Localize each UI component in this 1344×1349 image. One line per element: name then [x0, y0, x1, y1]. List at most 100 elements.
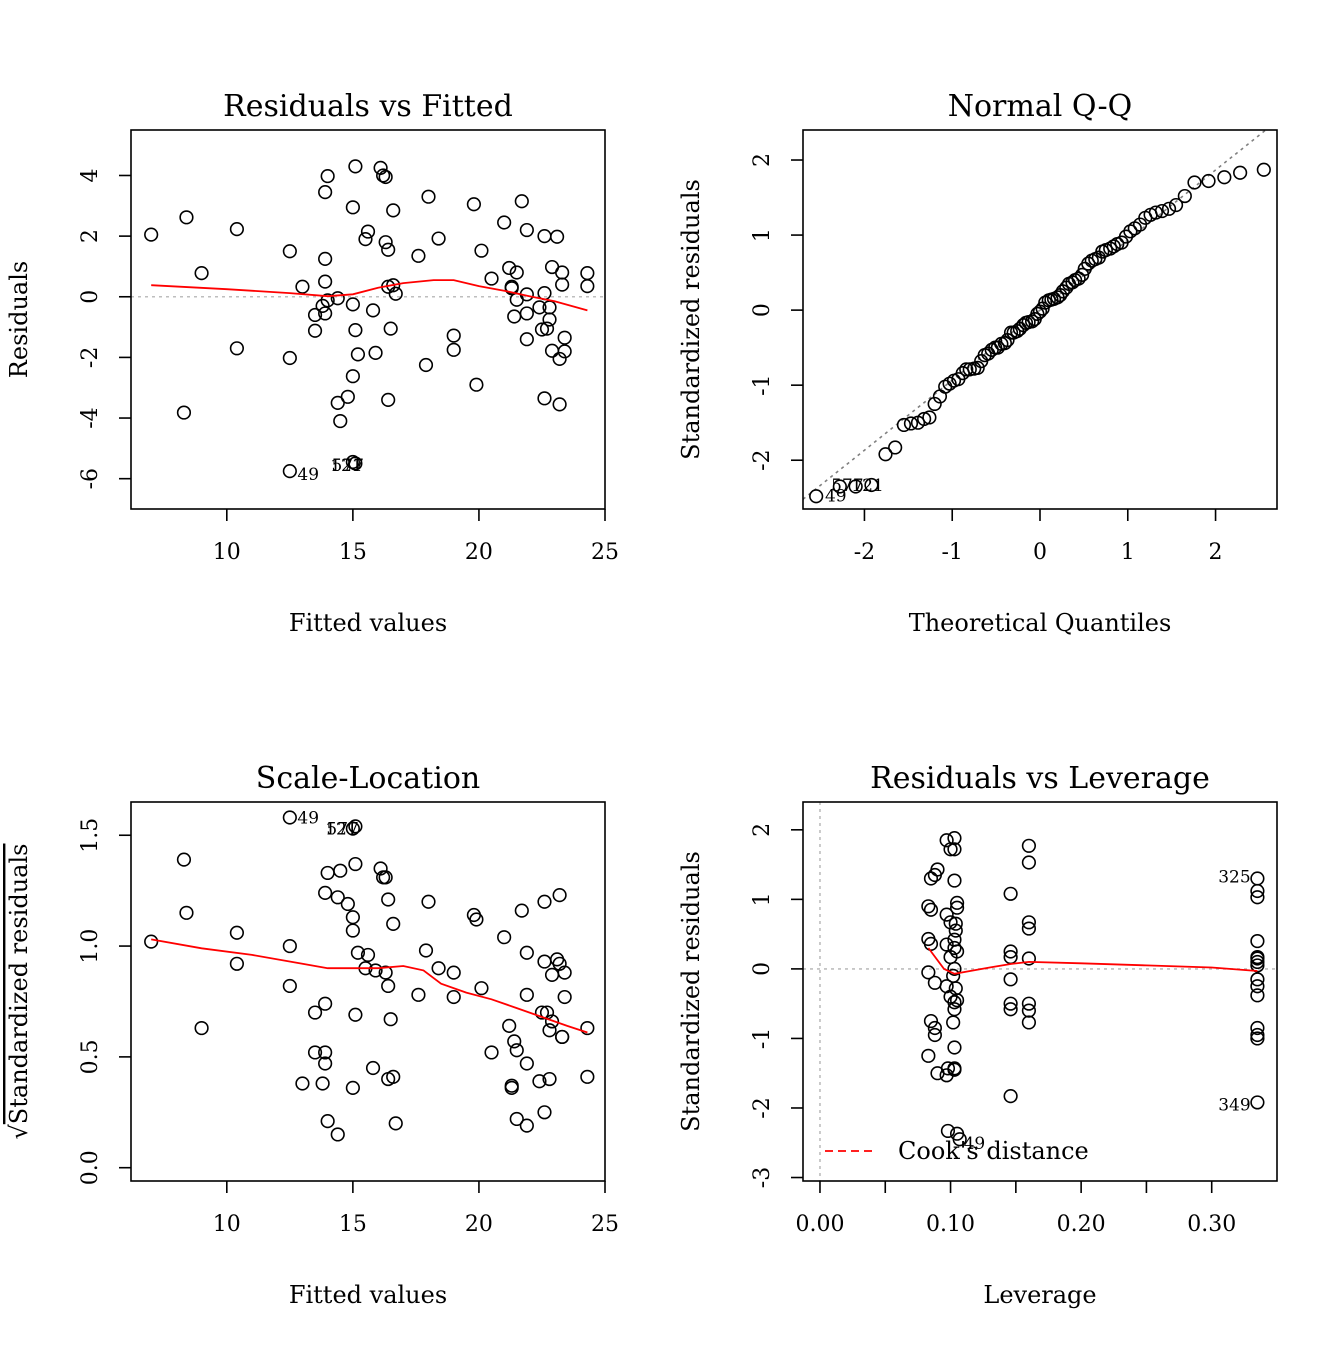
data-point	[946, 1015, 961, 1030]
data-point	[1003, 944, 1018, 959]
data-point	[484, 271, 499, 286]
data-point	[947, 995, 962, 1010]
data-point	[365, 303, 381, 318]
data-point	[504, 281, 519, 296]
y-tick-label: 1	[750, 228, 775, 242]
point-label: 49	[297, 809, 319, 829]
x-axis-label: Theoretical Quantiles	[909, 609, 1172, 637]
data-point	[378, 870, 393, 885]
data-point	[1250, 972, 1265, 987]
data-point	[939, 907, 954, 922]
data-point	[381, 892, 396, 907]
data-point	[896, 417, 912, 433]
data-point	[340, 896, 355, 912]
x-tick-label: 0.00	[795, 1212, 844, 1237]
point-label: 49	[297, 465, 319, 485]
plot-area	[803, 130, 1271, 504]
data-point	[542, 1071, 557, 1087]
data-point	[940, 1061, 956, 1076]
point-label: 577	[326, 820, 358, 840]
data-point	[330, 291, 345, 306]
data-point	[1021, 951, 1037, 966]
data-point	[921, 899, 936, 914]
x-axis-label: Leverage	[983, 1281, 1096, 1309]
data-point	[519, 222, 534, 238]
y-tick-label: 1	[750, 892, 775, 906]
data-point	[1081, 256, 1096, 271]
point-label: 349	[1218, 1096, 1250, 1116]
data-point	[947, 831, 962, 846]
data-point	[345, 1080, 360, 1096]
plot-title: Scale-Location	[256, 761, 480, 796]
data-point	[552, 351, 567, 367]
data-point	[1187, 175, 1202, 190]
data-point	[544, 1014, 560, 1029]
data-point	[519, 945, 534, 960]
data-point	[1177, 188, 1192, 204]
y-tick-label: 2	[78, 229, 103, 243]
data-point	[519, 332, 534, 347]
data-point	[1024, 314, 1040, 329]
data-point	[1250, 1095, 1265, 1110]
data-point	[921, 965, 936, 980]
y-tick-label: 2	[750, 823, 775, 837]
plot-panel-4: Residuals vs Leverage 325 349 49 0.00 0.10 0.2…	[677, 761, 1278, 1309]
data-point	[519, 1056, 534, 1071]
data-point	[282, 350, 297, 366]
data-point	[923, 1013, 939, 1029]
data-point	[497, 930, 512, 945]
data-point	[557, 989, 572, 1005]
plot-area	[144, 810, 595, 1142]
data-point	[1161, 201, 1177, 216]
data-point	[949, 895, 965, 910]
data-point	[1250, 979, 1265, 994]
data-point	[348, 456, 363, 471]
point-label: 121	[851, 476, 883, 496]
plot-frame	[130, 129, 606, 510]
data-point	[1103, 241, 1118, 256]
data-point	[949, 993, 965, 1008]
y-tick-label: 4	[78, 168, 103, 182]
data-point	[431, 231, 446, 246]
data-point	[1021, 838, 1037, 853]
data-point	[580, 266, 595, 281]
data-point	[388, 1116, 403, 1131]
data-point	[484, 1045, 499, 1060]
data-point	[509, 1111, 524, 1127]
data-point	[927, 1027, 942, 1043]
x-tick-label: 25	[591, 1212, 619, 1237]
data-point	[282, 464, 297, 479]
point-label: 121	[325, 820, 357, 840]
x-tick-label: -1	[942, 540, 963, 565]
legend-label: Cook's distance	[898, 1137, 1089, 1165]
data-point	[848, 479, 863, 494]
data-point	[537, 894, 552, 909]
data-point	[539, 321, 555, 336]
data-point	[947, 961, 962, 976]
x-tick-label: 20	[465, 1212, 493, 1237]
data-point	[580, 1020, 595, 1036]
sqrt-symbol: √	[5, 1123, 33, 1139]
data-point	[549, 229, 565, 244]
data-point	[381, 978, 396, 994]
plot-title: Residuals vs Fitted	[223, 89, 513, 124]
data-point	[557, 344, 572, 359]
data-point	[997, 336, 1012, 351]
data-point	[502, 1018, 517, 1033]
plot-frame	[802, 801, 1278, 1182]
data-point	[507, 309, 522, 324]
data-point	[1256, 162, 1271, 177]
data-point	[809, 489, 824, 504]
data-point	[519, 987, 534, 1002]
data-point	[1003, 972, 1018, 987]
data-point	[318, 185, 333, 200]
data-point	[368, 345, 383, 360]
data-point	[330, 890, 345, 905]
data-point	[519, 1118, 534, 1133]
data-point	[940, 1123, 956, 1139]
y-tick-label: -2	[750, 449, 775, 470]
data-point	[365, 1060, 381, 1076]
data-point	[1123, 224, 1138, 239]
data-point	[970, 360, 985, 376]
data-point	[318, 306, 333, 321]
